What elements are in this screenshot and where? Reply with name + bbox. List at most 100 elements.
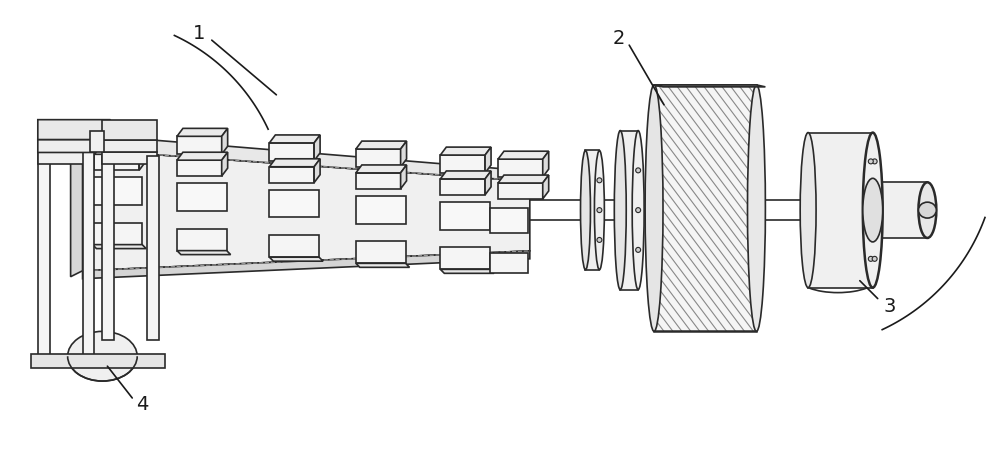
Ellipse shape [597,207,602,213]
Polygon shape [356,263,410,267]
Polygon shape [498,175,549,183]
Bar [31,354,165,368]
Polygon shape [177,129,228,136]
Bar [269,235,319,257]
Polygon shape [177,136,222,154]
Ellipse shape [614,131,626,290]
Ellipse shape [597,178,602,183]
Ellipse shape [918,202,936,218]
Polygon shape [269,257,323,261]
Bar [440,202,490,230]
Polygon shape [485,147,491,173]
Polygon shape [356,141,407,149]
Polygon shape [356,165,407,173]
Bar [31,316,165,356]
Ellipse shape [636,247,641,252]
Polygon shape [440,179,485,195]
Ellipse shape [632,131,644,290]
Polygon shape [401,165,407,189]
Polygon shape [440,147,491,155]
Bar [90,131,104,152]
Bar [873,182,927,238]
Polygon shape [94,154,139,170]
Ellipse shape [918,182,936,238]
Polygon shape [71,134,87,150]
Text: 2: 2 [613,28,625,48]
Ellipse shape [636,168,641,173]
Polygon shape [94,130,139,148]
Polygon shape [269,167,314,183]
Polygon shape [92,245,146,249]
Bar [83,150,94,358]
Polygon shape [498,183,543,199]
Bar [38,152,92,164]
Polygon shape [38,140,102,152]
Polygon shape [356,173,401,189]
Polygon shape [440,155,485,173]
Bar [490,208,528,233]
Polygon shape [440,171,491,179]
Bar [102,152,157,164]
Ellipse shape [645,85,663,331]
Bar [585,151,599,270]
Polygon shape [543,175,549,199]
Bar [654,85,756,331]
Ellipse shape [68,331,137,381]
Polygon shape [401,141,407,167]
Polygon shape [83,150,530,271]
Text: 1: 1 [193,24,205,43]
Bar [356,241,406,263]
Bar [654,85,756,331]
Polygon shape [177,251,231,255]
Polygon shape [269,159,320,167]
Bar [269,190,319,218]
Bar [177,183,227,211]
Polygon shape [38,120,110,140]
Polygon shape [440,269,494,273]
Polygon shape [222,152,228,176]
Bar [440,247,490,269]
Bar [808,133,873,288]
Ellipse shape [747,85,765,331]
Ellipse shape [800,133,816,288]
Ellipse shape [872,257,877,261]
Bar [177,229,227,251]
Polygon shape [177,152,228,160]
Polygon shape [102,140,157,152]
Polygon shape [139,146,145,170]
Polygon shape [139,123,145,148]
Polygon shape [654,85,765,87]
Ellipse shape [863,178,883,242]
Bar [147,157,159,340]
Polygon shape [498,151,549,159]
Polygon shape [314,159,320,183]
Polygon shape [498,159,543,177]
Bar [38,150,50,358]
Polygon shape [269,143,314,161]
Bar [102,157,114,340]
Polygon shape [222,129,228,154]
Bar [356,196,406,224]
Bar [92,177,142,205]
Ellipse shape [597,237,602,242]
Text: 4: 4 [136,396,148,414]
Bar [92,223,142,245]
Ellipse shape [872,159,877,164]
Text: 3: 3 [883,297,896,316]
Ellipse shape [868,257,873,261]
Ellipse shape [594,151,604,270]
Polygon shape [102,120,157,140]
Polygon shape [83,134,534,181]
Ellipse shape [863,133,883,288]
Ellipse shape [868,159,873,164]
Ellipse shape [636,207,641,213]
Polygon shape [94,123,145,130]
Ellipse shape [581,151,590,270]
Polygon shape [71,141,83,277]
Polygon shape [94,146,145,154]
Polygon shape [314,135,320,161]
Polygon shape [269,135,320,143]
Polygon shape [543,151,549,177]
Polygon shape [356,149,401,167]
Polygon shape [177,160,222,176]
